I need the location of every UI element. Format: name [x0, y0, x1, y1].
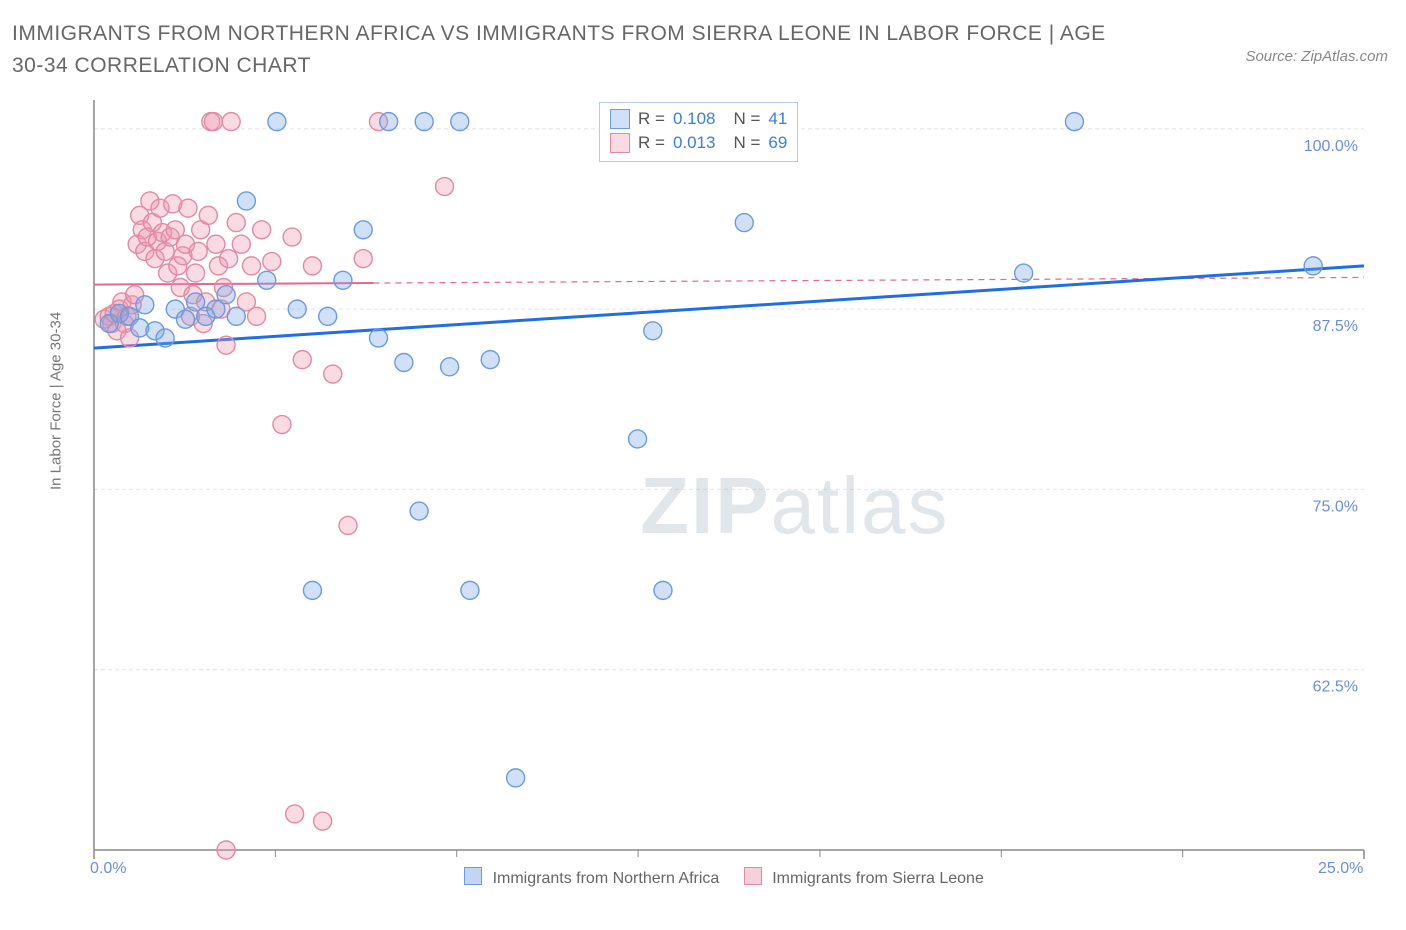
- legend-label-0: Immigrants from Northern Africa: [493, 870, 720, 887]
- legend-stat-row: R = 0.013N = 69: [610, 131, 787, 155]
- x-tick-0: 0.0%: [90, 860, 126, 878]
- svg-text:87.5%: 87.5%: [1313, 318, 1358, 335]
- legend-swatch-0: [464, 867, 482, 885]
- source-label: Source: ZipAtlas.com: [1245, 48, 1388, 65]
- x-tick-1: 25.0%: [1318, 860, 1363, 878]
- page-title: IMMIGRANTS FROM NORTHERN AFRICA VS IMMIG…: [12, 18, 1132, 81]
- svg-text:100.0%: 100.0%: [1304, 138, 1358, 155]
- legend-stats-box: R = 0.108N = 41R = 0.013N = 69: [599, 102, 798, 162]
- chart-container: In Labor Force | Age 30-34 62.5% 75.0% 87.…: [44, 90, 1384, 890]
- svg-text:75.0%: 75.0%: [1313, 498, 1358, 515]
- legend-bottom: Immigrants from Northern Africa Immigran…: [44, 867, 1384, 888]
- y-axis-label: In Labor Force | Age 30-34: [48, 312, 65, 490]
- scatter-chart: 62.5% 75.0% 87.5% 100.0%: [44, 90, 1384, 890]
- legend-stat-row: R = 0.108N = 41: [610, 107, 787, 131]
- legend-swatch-1: [744, 867, 762, 885]
- svg-text:62.5%: 62.5%: [1313, 679, 1358, 696]
- legend-label-1: Immigrants from Sierra Leone: [772, 870, 984, 887]
